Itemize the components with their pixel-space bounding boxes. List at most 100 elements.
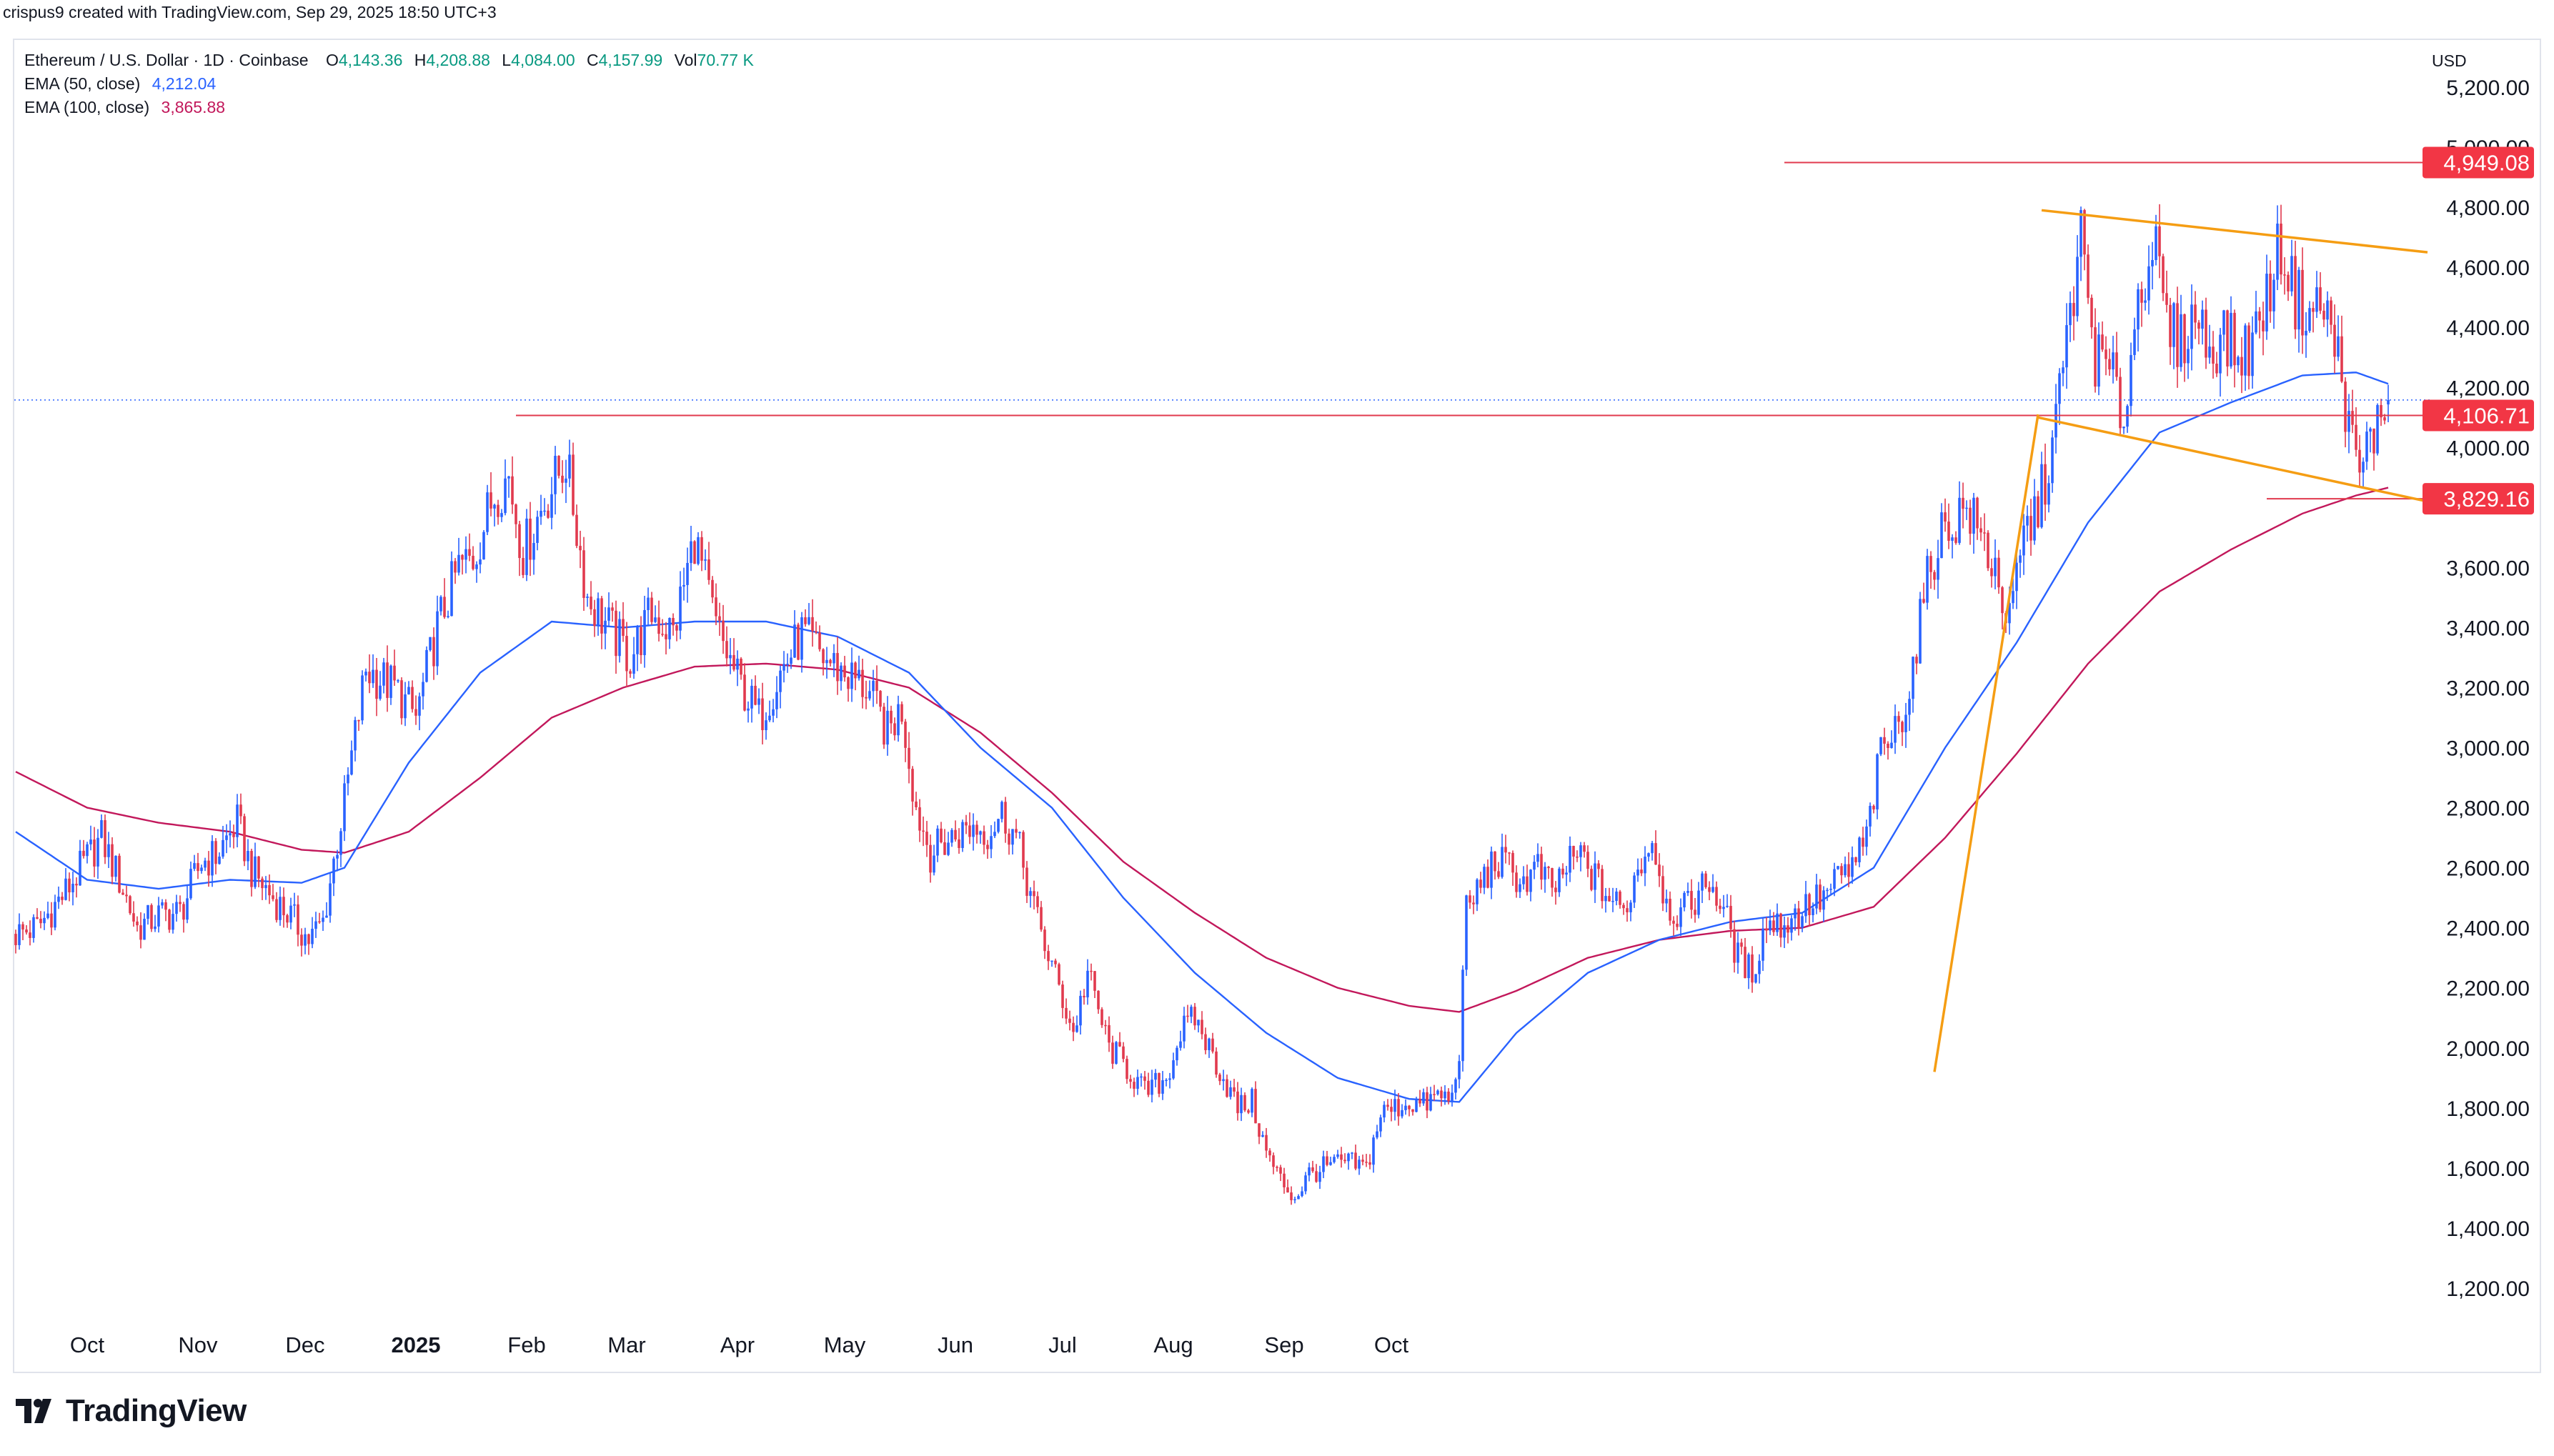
candle-body bbox=[1358, 1160, 1361, 1169]
low-value: 4,084.00 bbox=[511, 51, 575, 69]
candle-body bbox=[479, 559, 482, 565]
candle-body bbox=[2226, 310, 2229, 367]
candle-body bbox=[1304, 1175, 1307, 1192]
candle-body bbox=[329, 883, 332, 916]
candle-body bbox=[1604, 896, 1607, 902]
flag-top-line[interactable] bbox=[2041, 209, 2428, 254]
time-tick: Jul bbox=[1048, 1332, 1077, 1357]
price-tick: 3,400.00 bbox=[2446, 617, 2530, 640]
candle-body bbox=[1779, 913, 1782, 938]
candle-body bbox=[1240, 1095, 1243, 1114]
candle-body bbox=[411, 687, 414, 709]
candle-body bbox=[2065, 325, 2068, 368]
candle-body bbox=[2205, 309, 2207, 358]
candle-body bbox=[2272, 279, 2275, 311]
candle-body bbox=[2051, 437, 2054, 484]
candle-body bbox=[1869, 805, 1872, 827]
candle-body bbox=[2201, 309, 2204, 329]
candle-body bbox=[686, 562, 689, 585]
legend-symbol-row: Ethereum / U.S. Dollar · 1D · Coinbase O… bbox=[24, 49, 761, 72]
candle-body bbox=[2287, 274, 2290, 291]
time-tick: Mar bbox=[607, 1332, 645, 1357]
price-axis[interactable]: 1,200.00 1,400.00 1,600.00 1,800.00 2,000.00… bbox=[2446, 76, 2530, 1301]
time-axis[interactable]: Oct Nov Dec 2025 Feb Mar Apr May Jun Jul Aug Sep Oct bbox=[70, 1332, 1409, 1357]
candle-body bbox=[389, 665, 392, 698]
symbol-name[interactable]: Ethereum / U.S. Dollar · 1D · Coinbase bbox=[24, 51, 309, 69]
candle-body bbox=[1858, 837, 1861, 862]
horizontal-levels[interactable] bbox=[14, 161, 2430, 500]
candle-body bbox=[1233, 1087, 1236, 1092]
chart-frame[interactable] bbox=[13, 39, 2541, 1373]
candle-body bbox=[1565, 872, 1568, 875]
candle-body bbox=[1501, 847, 1504, 877]
candle-body bbox=[540, 510, 542, 517]
candle-body bbox=[2305, 331, 2307, 336]
candle-body bbox=[1315, 1171, 1318, 1182]
candle-body bbox=[629, 671, 632, 674]
candle-body bbox=[2312, 308, 2315, 312]
candle-body bbox=[1301, 1191, 1303, 1197]
candle-body bbox=[668, 617, 671, 639]
flagpole-line[interactable] bbox=[1933, 414, 2039, 1072]
candle-body bbox=[2233, 312, 2236, 366]
candle-body bbox=[1690, 891, 1693, 910]
candle-body bbox=[1683, 892, 1686, 908]
candle-body bbox=[132, 913, 135, 922]
candle-body bbox=[2230, 312, 2232, 367]
candle-body bbox=[2315, 287, 2318, 312]
candle-body bbox=[1594, 863, 1596, 890]
candle-body bbox=[214, 841, 217, 864]
candle-body bbox=[1619, 891, 1621, 905]
candle-body bbox=[2333, 324, 2336, 357]
candle-body bbox=[136, 921, 139, 926]
candle-body bbox=[2276, 223, 2279, 280]
candle-body bbox=[1862, 837, 1864, 847]
candle-body bbox=[468, 549, 471, 556]
ema100-label[interactable]: EMA (100, close) bbox=[24, 98, 150, 116]
candle-body bbox=[761, 698, 764, 731]
brand-name: TradingView bbox=[66, 1393, 247, 1428]
candle-body bbox=[1840, 866, 1843, 876]
candle-body bbox=[2269, 274, 2272, 311]
candle-body bbox=[204, 860, 207, 868]
candle-body bbox=[1629, 902, 1632, 912]
candle-body bbox=[1940, 512, 1943, 559]
candle-body bbox=[436, 611, 439, 667]
price-tick: 4,400.00 bbox=[2446, 316, 2530, 340]
candle-body bbox=[1533, 862, 1536, 870]
candle-body bbox=[1701, 873, 1704, 891]
candle-body bbox=[815, 631, 818, 633]
candle-body bbox=[2172, 303, 2175, 347]
ema50-label[interactable]: EMA (50, close) bbox=[24, 74, 141, 93]
candle-body bbox=[1004, 802, 1007, 834]
candle-body bbox=[457, 554, 460, 573]
pattern-lines[interactable] bbox=[1933, 209, 2428, 1072]
tradingview-brand[interactable]: TradingView bbox=[16, 1393, 247, 1429]
candle-body bbox=[1497, 871, 1500, 877]
candle-body bbox=[925, 832, 928, 845]
currency-label[interactable]: USD bbox=[2432, 51, 2467, 70]
candle-body bbox=[632, 654, 635, 674]
candle-body bbox=[2112, 352, 2115, 370]
candle-body bbox=[536, 517, 539, 543]
price-tick: 4,200.00 bbox=[2446, 377, 2530, 400]
candle-body bbox=[2369, 428, 2372, 432]
candle-body bbox=[575, 514, 578, 547]
candle-body bbox=[422, 682, 424, 697]
candle-body bbox=[1851, 857, 1854, 877]
candle-body bbox=[1193, 1007, 1196, 1026]
candle-body bbox=[1747, 954, 1750, 979]
candle-body bbox=[2015, 562, 2018, 592]
candle-body bbox=[800, 617, 803, 660]
candle-body bbox=[1408, 1105, 1411, 1110]
candle-body bbox=[943, 842, 946, 855]
candle-body bbox=[1158, 1072, 1161, 1094]
candle-body bbox=[1483, 867, 1486, 888]
candle-body bbox=[300, 934, 303, 946]
candle-body bbox=[640, 627, 642, 656]
candle-body bbox=[2176, 303, 2179, 367]
candle-body bbox=[682, 584, 685, 587]
flag-bottom-line[interactable] bbox=[2037, 416, 2428, 503]
chart-caption: crispus9 created with TradingView.com, S… bbox=[3, 3, 497, 21]
